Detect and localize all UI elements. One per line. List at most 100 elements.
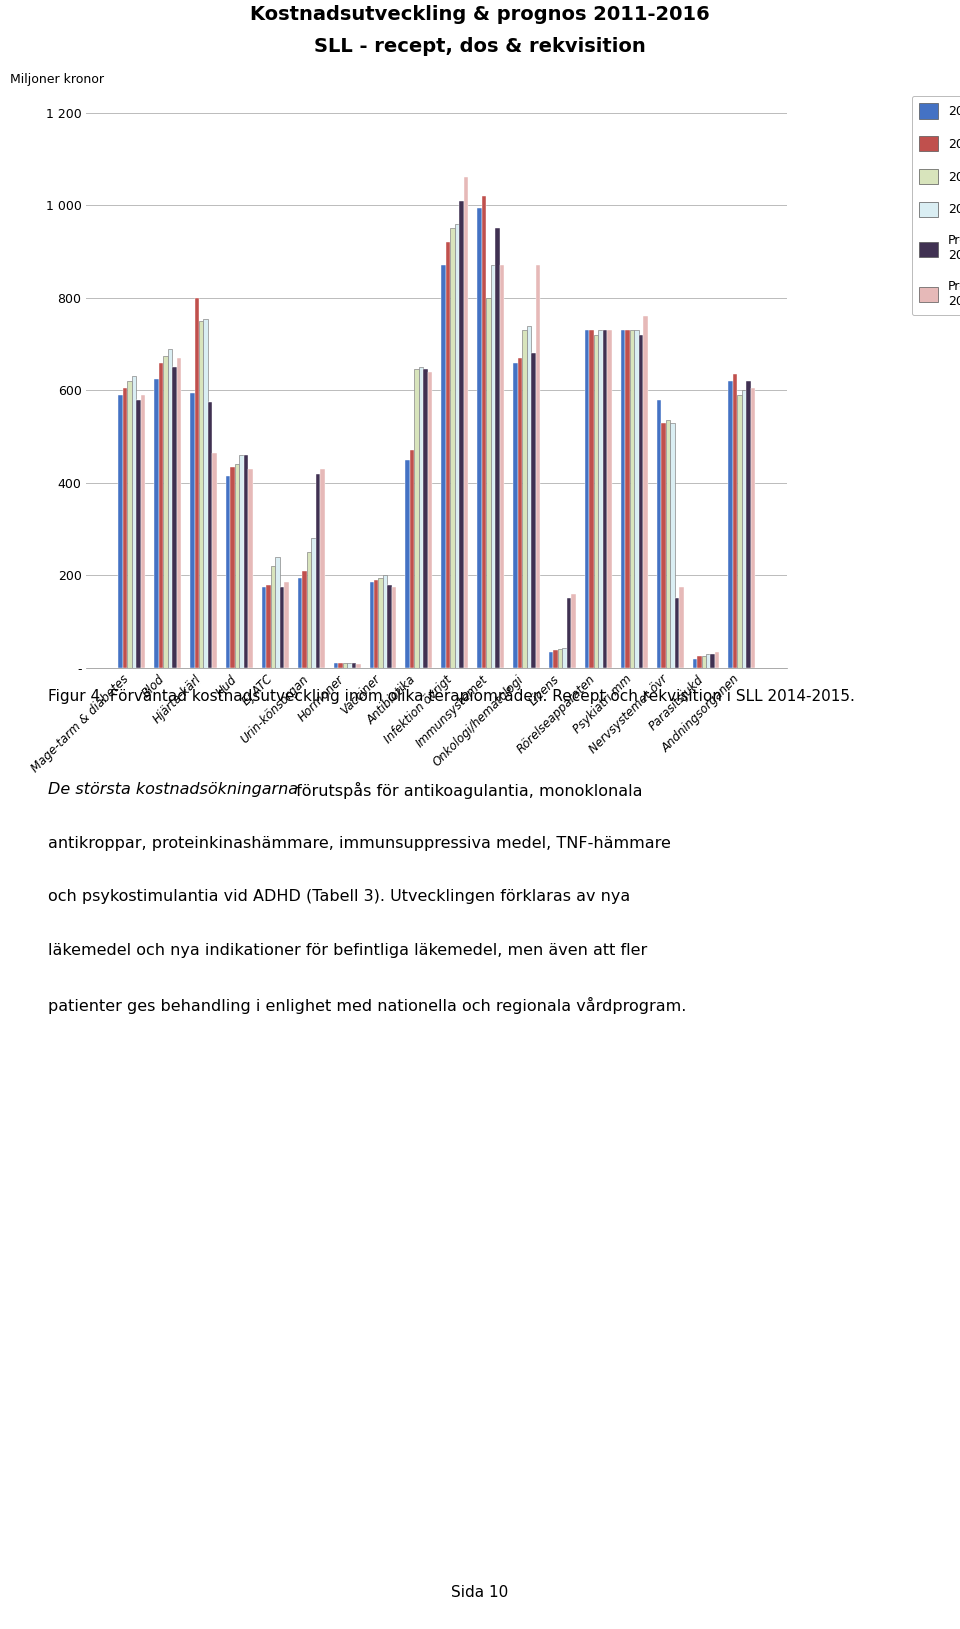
Bar: [450, 228, 455, 668]
Bar: [266, 585, 271, 668]
Bar: [284, 582, 289, 668]
Text: och psykostimulantia vid ADHD (Tabell 3). Utvecklingen förklaras av nya: och psykostimulantia vid ADHD (Tabell 3)…: [48, 889, 631, 904]
Bar: [244, 454, 249, 668]
Bar: [195, 298, 199, 668]
Bar: [751, 388, 756, 668]
Text: Sida 10: Sida 10: [451, 1585, 509, 1600]
Bar: [715, 652, 719, 668]
Bar: [298, 578, 302, 668]
Bar: [168, 349, 172, 668]
Text: De största kostnadsökningarna: De största kostnadsökningarna: [48, 782, 298, 797]
Bar: [567, 598, 571, 668]
Bar: [370, 582, 374, 668]
Text: läkemedel och nya indikationer för befintliga läkemedel, men även att fler: läkemedel och nya indikationer för befin…: [48, 943, 647, 958]
Bar: [732, 375, 737, 668]
Bar: [742, 391, 746, 668]
Bar: [405, 459, 410, 668]
Bar: [428, 371, 432, 668]
Bar: [697, 656, 702, 668]
Bar: [531, 353, 536, 668]
Bar: [249, 469, 252, 668]
Bar: [388, 585, 392, 668]
Text: patienter ges behandling i enlighet med nationella och regionala vårdprogram.: patienter ges behandling i enlighet med …: [48, 997, 686, 1013]
Bar: [679, 586, 684, 668]
Bar: [410, 451, 415, 668]
Bar: [603, 331, 608, 668]
Bar: [155, 380, 158, 668]
Legend: 2011, 2012, 2013, 2014, Prognos
2015, Prognos
2016: 2011, 2012, 2013, 2014, Prognos 2015, Pr…: [912, 96, 960, 316]
Bar: [306, 552, 311, 668]
Bar: [464, 178, 468, 668]
Bar: [320, 469, 324, 668]
Bar: [495, 228, 499, 668]
Bar: [235, 464, 239, 668]
Bar: [271, 567, 276, 668]
Bar: [190, 393, 195, 668]
Bar: [351, 663, 356, 668]
Bar: [491, 266, 495, 668]
Bar: [625, 331, 630, 668]
Bar: [499, 266, 504, 668]
Bar: [356, 665, 361, 668]
Bar: [343, 663, 348, 668]
Bar: [594, 336, 598, 668]
Bar: [123, 388, 128, 668]
Bar: [536, 266, 540, 668]
Bar: [608, 331, 612, 668]
Bar: [392, 586, 396, 668]
Bar: [230, 466, 235, 668]
Bar: [729, 381, 732, 668]
Bar: [423, 370, 428, 668]
Bar: [316, 474, 320, 668]
Bar: [657, 399, 661, 668]
Bar: [442, 266, 445, 668]
Bar: [526, 326, 531, 668]
Bar: [675, 598, 679, 668]
Bar: [702, 656, 706, 668]
Bar: [522, 331, 526, 668]
Bar: [128, 381, 132, 668]
Bar: [415, 370, 419, 668]
Bar: [302, 570, 306, 668]
Text: Figur 4. Förväntad kostnadsutveckling inom olika terapiområden. Recept och rekvi: Figur 4. Förväntad kostnadsutveckling in…: [48, 687, 854, 704]
Text: SLL - recept, dos & rekvisition: SLL - recept, dos & rekvisition: [314, 37, 646, 57]
Text: Miljoner kronor: Miljoner kronor: [10, 73, 104, 86]
Bar: [589, 331, 594, 668]
Bar: [136, 399, 141, 668]
Bar: [279, 586, 284, 668]
Text: antikroppar, proteinkinashämmare, immunsuppressiva medel, TNF-hämmare: antikroppar, proteinkinashämmare, immuns…: [48, 836, 671, 850]
Bar: [558, 650, 563, 668]
Bar: [204, 319, 208, 668]
Bar: [158, 363, 163, 668]
Bar: [549, 652, 554, 668]
Bar: [746, 381, 751, 668]
Bar: [737, 394, 742, 668]
Bar: [311, 538, 316, 668]
Bar: [661, 422, 665, 668]
Bar: [163, 355, 168, 668]
Bar: [455, 223, 459, 668]
Bar: [554, 650, 558, 668]
Bar: [445, 243, 450, 668]
Bar: [477, 207, 482, 668]
Bar: [513, 363, 517, 668]
Bar: [630, 331, 635, 668]
Bar: [338, 663, 343, 668]
Bar: [563, 648, 567, 668]
Bar: [643, 316, 648, 668]
Bar: [348, 663, 351, 668]
Text: Kostnadsutveckling & prognos 2011-2016: Kostnadsutveckling & prognos 2011-2016: [251, 5, 709, 24]
Bar: [635, 331, 638, 668]
Bar: [276, 557, 279, 668]
Bar: [486, 298, 491, 668]
Bar: [670, 422, 675, 668]
Bar: [132, 376, 136, 668]
Bar: [706, 653, 710, 668]
Bar: [226, 476, 230, 668]
Bar: [374, 580, 378, 668]
Bar: [621, 331, 625, 668]
Bar: [208, 402, 212, 668]
Bar: [638, 336, 643, 668]
Bar: [334, 663, 338, 668]
Bar: [141, 394, 145, 668]
